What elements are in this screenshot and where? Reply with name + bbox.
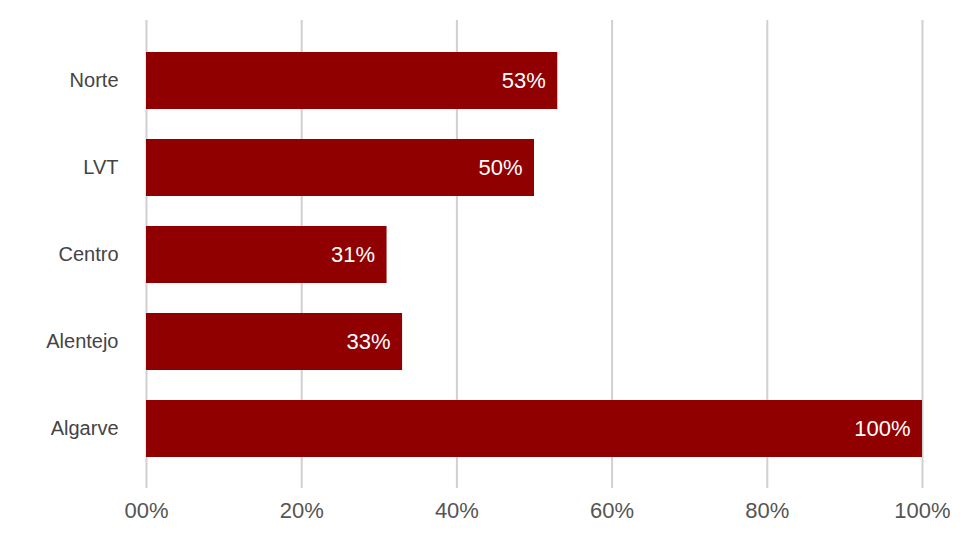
- svg-text:33%: 33%: [347, 329, 391, 354]
- svg-text:31%: 31%: [331, 242, 375, 267]
- svg-text:53%: 53%: [502, 68, 546, 93]
- svg-text:60%: 60%: [590, 498, 634, 523]
- svg-text:100%: 100%: [894, 498, 950, 523]
- svg-text:80%: 80%: [745, 498, 789, 523]
- svg-text:Alentejo: Alentejo: [46, 330, 118, 352]
- svg-text:50%: 50%: [478, 155, 522, 180]
- svg-text:Algarve: Algarve: [51, 417, 119, 439]
- svg-text:00%: 00%: [124, 498, 168, 523]
- svg-text:40%: 40%: [435, 498, 479, 523]
- svg-text:Norte: Norte: [70, 69, 119, 91]
- svg-text:100%: 100%: [854, 416, 910, 441]
- svg-text:Centro: Centro: [58, 243, 118, 265]
- svg-text:20%: 20%: [280, 498, 324, 523]
- svg-text:LVT: LVT: [83, 156, 118, 178]
